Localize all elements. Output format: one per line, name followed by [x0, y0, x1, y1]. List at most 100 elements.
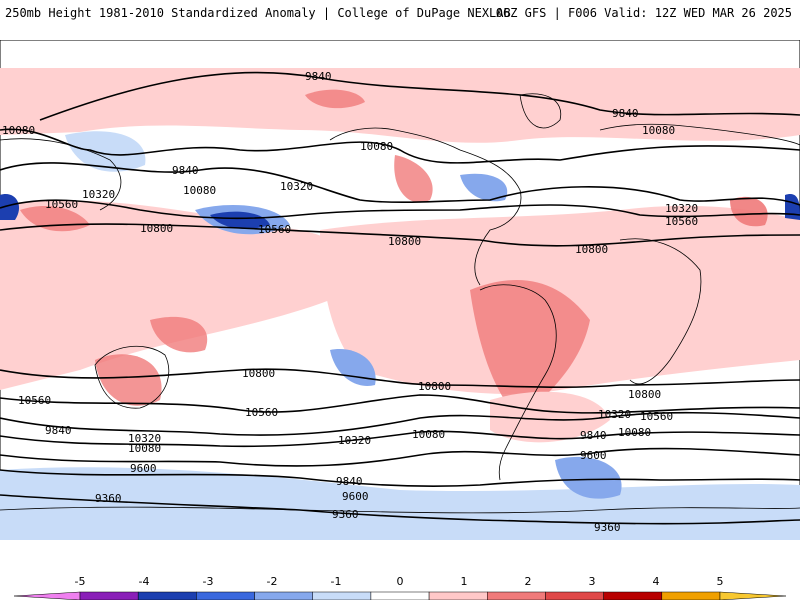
colorbar-segment — [137, 591, 197, 600]
contour-label: 10560 — [640, 410, 673, 423]
contour-label: 9600 — [130, 462, 157, 475]
anomaly-positive-band-north — [0, 68, 800, 143]
anomaly-negative-eastern-us — [460, 173, 508, 202]
contour-label: 10320 — [665, 202, 698, 215]
model-run-info: 06Z GFS | F006 Valid: 12Z WED MAR 26 202… — [495, 6, 792, 20]
contour-label: 9840 — [580, 429, 607, 442]
contour-label: 9360 — [594, 521, 621, 534]
coastlines — [0, 93, 800, 514]
colorbar-tick-label: 5 — [717, 575, 724, 588]
colorbar-tick-label: -3 — [203, 575, 214, 588]
contour-label: 10080 — [2, 124, 35, 137]
contour-label: 9600 — [580, 449, 607, 462]
contour-10080-south — [0, 430, 800, 448]
contour-label: 9840 — [612, 107, 639, 120]
coast-north-america — [329, 127, 522, 286]
colorbar-segment — [603, 591, 663, 600]
contour-label: 10560 — [245, 406, 278, 419]
anomaly-positive-australia — [95, 354, 162, 406]
colorbar-tick-label: 1 — [461, 575, 468, 588]
colorbar-segment — [312, 591, 372, 600]
anomaly-map: 9840 10080 9840 10080 10320 10560 10800 … — [0, 40, 800, 540]
colorbar-segment — [661, 591, 721, 600]
colorbar-tick-label: -5 — [75, 575, 86, 588]
anomaly-negative-south-pacific — [330, 349, 376, 386]
anomaly-positive-south-america — [470, 280, 590, 420]
contour-label: 10800 — [628, 388, 661, 401]
anomaly-positive-band-tropics — [0, 200, 356, 390]
colorbar-tick-label: 3 — [589, 575, 596, 588]
anomaly-positive-indonesia — [150, 316, 208, 353]
coast-south-america — [479, 284, 557, 481]
contour-9600-south — [0, 469, 800, 487]
contour-label: 10800 — [242, 367, 275, 380]
contour-label: 10800 — [140, 222, 173, 235]
contour-label: 9360 — [95, 492, 122, 505]
anomaly-positive-europe — [730, 196, 768, 227]
contour-label: 10560 — [45, 198, 78, 211]
colorbar-tick-label: 0 — [397, 575, 404, 588]
contour-label: 10560 — [665, 215, 698, 228]
contour-10320-south — [0, 411, 800, 436]
anomaly-negative-southern-ocean — [0, 467, 800, 540]
contour-label: 9840 — [172, 164, 199, 177]
contour-10800-north — [0, 223, 800, 247]
anomaly-shading — [0, 68, 800, 540]
contour-label: 10320 — [128, 432, 161, 445]
anomaly-positive-north-pacific — [305, 89, 365, 109]
contour-label: 9600 — [342, 490, 369, 503]
colorbar-segment — [196, 591, 255, 600]
contour-label: 10560 — [18, 394, 51, 407]
contour-label: 10800 — [575, 243, 608, 256]
contour-label: 10800 — [418, 380, 451, 393]
contour-label: 9840 — [45, 424, 72, 437]
contour-label: 10080 — [642, 124, 675, 137]
contour-10320-north — [0, 162, 800, 206]
anomaly-positive-south-atlantic — [490, 391, 610, 443]
colorbar-tick-label: 4 — [653, 575, 660, 588]
contour-9840-north — [39, 71, 800, 121]
anomaly-negative-alaska — [65, 131, 146, 172]
contour-label: 10080 — [128, 442, 161, 455]
contour-label: 10320 — [82, 188, 115, 201]
contour-label: 10320 — [280, 180, 313, 193]
contour-label: 9360 — [332, 508, 359, 521]
height-contours — [0, 71, 800, 525]
colorbar-extend-left — [13, 591, 81, 600]
contour-label: 10080 — [618, 426, 651, 439]
colorbar-segment — [545, 591, 604, 600]
colorbar-segment — [370, 591, 430, 600]
anomaly-negative-indian-ocean — [555, 456, 622, 499]
contour-label: 9840 — [336, 475, 363, 488]
colorbar-tick-label: -2 — [267, 575, 278, 588]
contour-10560-north — [0, 199, 800, 220]
contour-label: 10320 — [598, 408, 631, 421]
coast-eurasia — [599, 123, 800, 146]
colorbar-extend-right — [719, 591, 787, 600]
contour-9360-south — [0, 494, 800, 525]
colorbar-segments — [13, 591, 787, 600]
coast-asia-west — [0, 138, 122, 211]
coast-antarctica — [0, 506, 800, 514]
contour-label: 10080 — [412, 428, 445, 441]
colorbar-ticks: -5 -4 -3 -2 -1 0 1 2 3 4 5 — [75, 575, 724, 588]
contour-labels: 9840 10080 9840 10080 10320 10560 10800 … — [2, 70, 698, 534]
contour-label: 10320 — [338, 434, 371, 447]
contour-label: 10080 — [183, 184, 216, 197]
contour-label: 10080 — [360, 140, 393, 153]
anomaly-negative-edge-west — [0, 194, 20, 220]
contour-label: 10560 — [258, 223, 291, 236]
coast-australia — [94, 345, 170, 409]
colorbar-tick-label: -1 — [331, 575, 342, 588]
colorbar-tick-label: 2 — [525, 575, 532, 588]
contour-10560-south — [0, 394, 800, 414]
anomaly-negative-north-pacific-core — [210, 211, 270, 229]
colorbar: -5 -4 -3 -2 -1 0 1 2 3 4 5 — [13, 575, 787, 600]
colorbar-segment — [79, 591, 139, 600]
contour-10080-north — [0, 128, 800, 164]
contour-label: 9840 — [305, 70, 332, 83]
colorbar-segment — [487, 591, 546, 600]
coast-greenland — [519, 93, 562, 129]
colorbar-tick-label: -4 — [139, 575, 150, 588]
contour-9840-south — [0, 447, 800, 467]
